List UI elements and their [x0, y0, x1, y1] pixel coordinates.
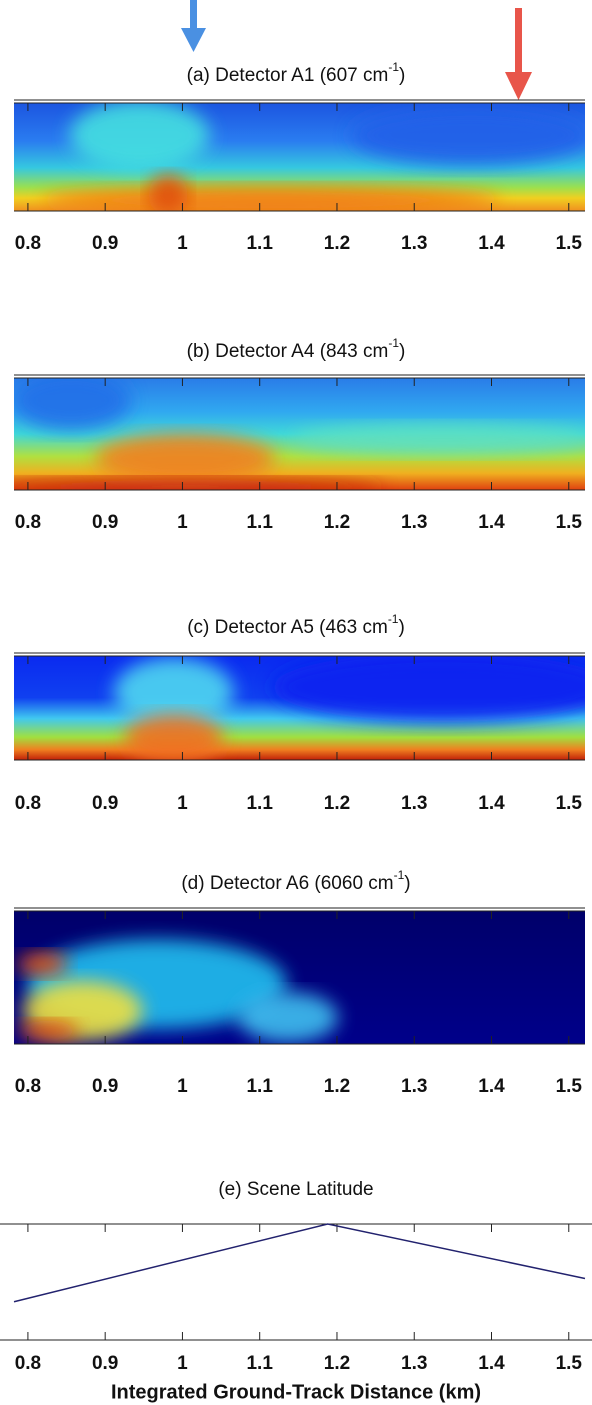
heatmap-feature	[272, 656, 585, 723]
title-suffix: )	[399, 65, 405, 86]
red-arrow	[505, 8, 532, 100]
x-tick-label: 1.1	[246, 793, 273, 814]
heatmap-feature	[17, 952, 68, 977]
x-tick-label: 0.8	[15, 793, 41, 814]
x-tick-label: 1.3	[401, 512, 427, 533]
x-tick-label: 1.3	[401, 793, 427, 814]
title-suffix: )	[404, 873, 410, 894]
heatmap-feature	[350, 105, 585, 166]
heatmap	[14, 656, 585, 760]
x-tick-label: 0.8	[15, 233, 41, 254]
title-text: (c) Detector A5 (463 cm	[187, 617, 388, 638]
x-tick-label: 1.5	[556, 793, 583, 814]
x-tick-label: 1.2	[324, 1353, 350, 1374]
panel-title: (b) Detector A4 (843 cm-1)	[187, 336, 406, 362]
panel-title: (a) Detector A1 (607 cm-1)	[187, 60, 406, 86]
panel-title: (c) Detector A5 (463 cm-1)	[187, 612, 405, 638]
heatmap-feature	[95, 433, 276, 484]
title-text: (a) Detector A1 (607 cm	[187, 65, 389, 86]
x-tick-label: 1.4	[478, 233, 505, 254]
heatmap-feature	[148, 174, 189, 211]
x-tick-label: 1.3	[401, 1076, 427, 1097]
heatmap-feature	[69, 103, 210, 171]
x-tick-label: 1.4	[478, 793, 505, 814]
heatmap-feature	[113, 657, 234, 728]
title-text: (b) Detector A4 (843 cm	[187, 341, 389, 362]
x-tick-label: 1.5	[556, 512, 583, 533]
x-tick-label: 1.1	[246, 233, 273, 254]
x-tick-label: 1	[177, 233, 188, 254]
x-tick-label: 1.1	[246, 512, 273, 533]
x-tick-label: 1.5	[556, 233, 583, 254]
x-tick-label: 0.9	[92, 1353, 118, 1374]
x-tick-label: 1.4	[478, 1353, 505, 1374]
title-suffix: )	[399, 341, 405, 362]
title-text: (d) Detector A6 (6060 cm	[181, 873, 393, 894]
heatmap-feature	[123, 714, 224, 760]
x-tick-label: 0.9	[92, 793, 118, 814]
heatmap-feature	[238, 992, 339, 1043]
x-tick-label: 1.4	[478, 1076, 505, 1097]
x-tick-label: 0.8	[15, 1076, 41, 1097]
x-tick-label: 1.2	[324, 233, 350, 254]
x-tick-label: 1.1	[246, 1076, 273, 1097]
latitude-line	[13, 1223, 586, 1303]
x-tick-label: 1	[177, 1353, 188, 1374]
x-tick-label: 0.9	[92, 233, 118, 254]
x-tick-label: 0.8	[15, 1353, 41, 1374]
title-superscript: -1	[388, 60, 399, 74]
heatmap-feature	[18, 1020, 79, 1041]
heatmap	[14, 378, 585, 490]
x-tick-label: 1.2	[324, 1076, 350, 1097]
x-tick-label: 1.5	[556, 1353, 583, 1374]
title-superscript: -1	[388, 336, 399, 350]
heatmap-feature	[14, 478, 386, 490]
panel-title: (d) Detector A6 (6060 cm-1)	[181, 868, 410, 894]
x-tick-label: 1	[177, 793, 188, 814]
heatmap	[14, 911, 585, 1044]
x-tick-label: 1	[177, 1076, 188, 1097]
x-tick-label: 1.1	[246, 1353, 273, 1374]
x-tick-label: 1.3	[401, 1353, 427, 1374]
heatmap	[14, 103, 585, 211]
heatmap-feature	[14, 378, 132, 431]
panel-title: (e) Scene Latitude	[218, 1179, 373, 1200]
title-superscript: -1	[394, 868, 405, 882]
blue-arrow	[181, 0, 206, 52]
x-tick-label: 0.9	[92, 512, 118, 533]
title-text: (e) Scene Latitude	[218, 1179, 373, 1200]
x-tick-label: 1.5	[556, 1076, 583, 1097]
heatmap-feature	[292, 424, 585, 455]
x-tick-label: 1	[177, 512, 188, 533]
x-tick-label: 0.9	[92, 1076, 118, 1097]
x-tick-label: 1.2	[324, 512, 350, 533]
x-axis-label: Integrated Ground-Track Distance (km)	[111, 1381, 481, 1403]
x-tick-label: 1.3	[401, 233, 427, 254]
title-superscript: -1	[388, 612, 399, 626]
heatmap-feature	[41, 186, 501, 211]
title-suffix: )	[398, 617, 404, 638]
x-tick-label: 0.8	[15, 512, 41, 533]
x-tick-label: 1.2	[324, 793, 350, 814]
x-tick-label: 1.4	[478, 512, 505, 533]
